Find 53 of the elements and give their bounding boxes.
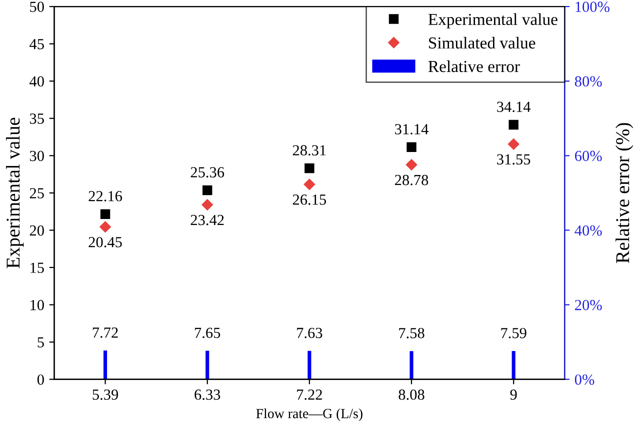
point [304,163,314,174]
y2-tick-label: 80% [574,76,602,87]
point [100,221,111,232]
y2-tick-label: 40% [574,225,602,236]
data-label: 25.36 [190,167,224,178]
x-tick-label: 8.08 [398,389,424,400]
data-label: 7.59 [501,328,526,338]
data-label: 28.78 [394,174,428,186]
data-label: 7.65 [194,328,220,338]
data-label: 20.45 [88,236,122,248]
x-tick-label: 9 [510,390,517,400]
y-tick-label: 5 [38,337,44,348]
x-axis-title: Flow rate—G (L/s) [256,408,362,422]
y-tick-label: 40 [30,76,44,87]
point [304,178,316,190]
data-label: 31.55 [497,154,530,165]
x-tick-label: 6.33 [194,390,220,400]
y-tick-label: 45 [30,39,44,50]
point [406,159,418,170]
data-label: 31.14 [395,124,428,134]
x-tick-label: 7.22 [297,390,322,400]
legend-label: Relative error [428,60,520,72]
data-label: 23.42 [190,214,224,226]
y-tick-label: 30 [30,150,44,162]
data-label: 7.63 [297,328,322,338]
data-label: 7.72 [92,327,118,338]
data-label: 34.14 [497,102,531,112]
data-label: 28.31 [292,145,326,156]
point [406,142,416,152]
y-tick-label: 20 [30,225,44,236]
y2-tick-label: 20% [575,300,602,310]
y-tick-label: 0 [37,374,44,385]
y-axis-title: Experimental value [6,118,24,268]
y-tick-label: 35 [30,114,44,124]
data-label: 26.15 [292,194,326,205]
legend-label: Simulated value [429,36,536,49]
y-tick-label: 10 [30,300,44,310]
y-tick-label: 15 [30,262,44,273]
y2-tick-label: 0% [574,374,594,385]
point [202,185,212,196]
point [202,199,213,210]
point [508,120,518,130]
point [100,209,110,219]
y-tick-label: 50 [30,2,44,12]
y2-axis-title: Relative error (%) [616,123,634,264]
point [508,138,520,150]
y2-tick-label: 100% [576,2,610,12]
legend-label: Experimental value [428,13,558,28]
data-label: 22.16 [88,191,122,202]
y-tick-label: 25 [30,188,44,198]
y2-tick-label: 60% [575,150,602,162]
x-tick-label: 5.39 [92,390,118,400]
data-label: 7.58 [399,328,424,338]
